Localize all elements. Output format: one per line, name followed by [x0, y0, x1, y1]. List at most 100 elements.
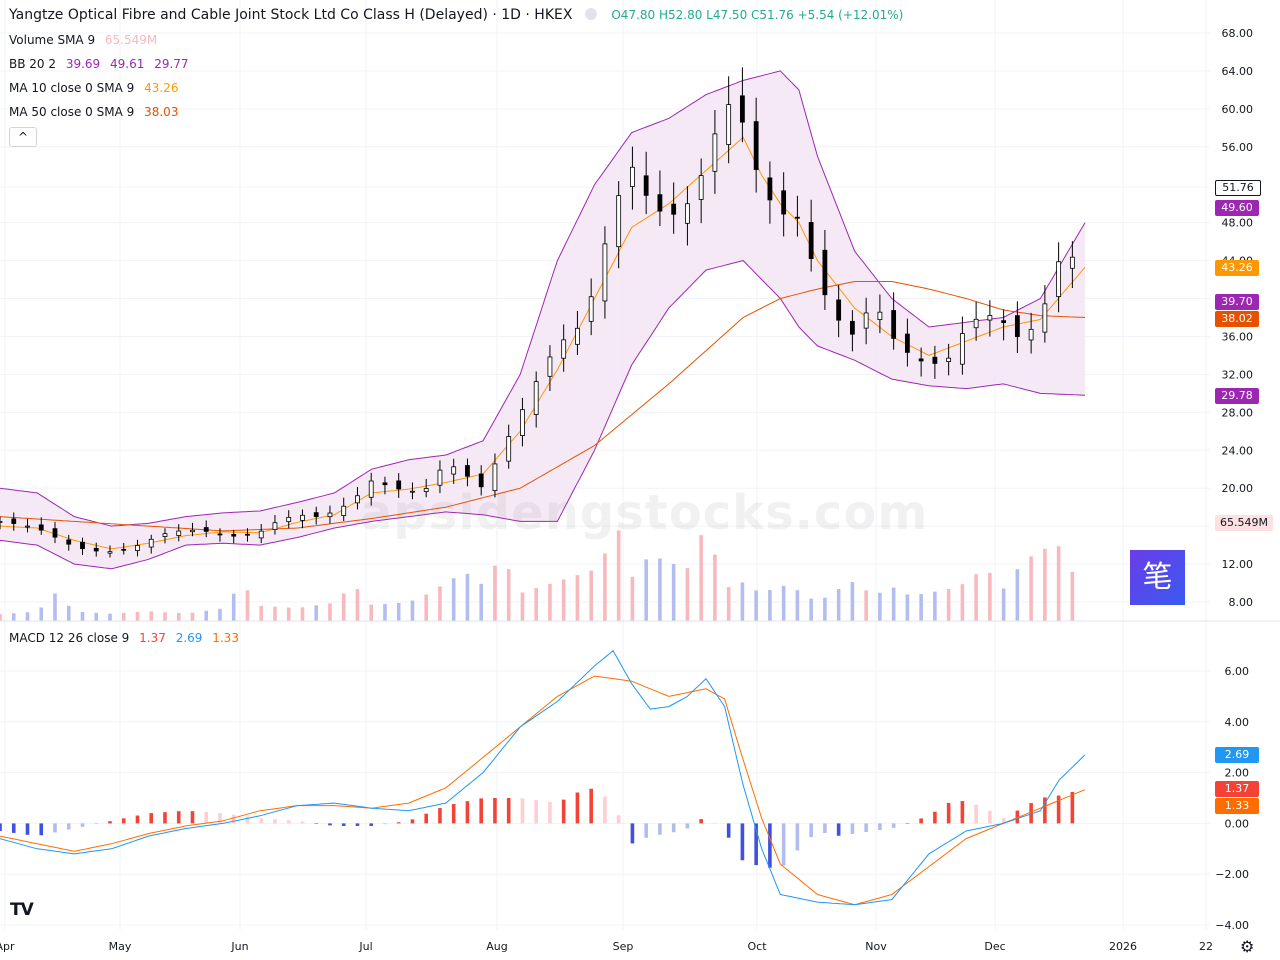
volume-bar	[163, 612, 167, 621]
bollinger-band-area	[0, 70, 1085, 569]
legend-volume[interactable]: Volume SMA 9 65.549M	[9, 33, 163, 47]
legend-macd-line: 2.69	[175, 631, 203, 645]
price-tick-label: 48.00	[1222, 217, 1254, 230]
candle-body	[547, 356, 553, 377]
macd-hist-bar	[506, 798, 511, 824]
candle-body	[11, 518, 17, 524]
legend-ma10-label: MA 10 close 0 SMA 9	[9, 81, 135, 95]
price-tag-bb-upper: 49.60	[1215, 200, 1259, 216]
price-tag-macd-hist: 1.37	[1215, 781, 1259, 797]
candle-body	[52, 528, 58, 538]
candle-body	[451, 466, 457, 475]
price-tag-macd-line: 2.69	[1215, 747, 1259, 763]
macd-hist-bar	[94, 823, 99, 824]
candle-body	[410, 490, 415, 493]
macd-hist-bar	[218, 813, 222, 824]
volume-bar	[960, 584, 965, 621]
bollinger-band-lines	[0, 70, 1086, 570]
price-tag-bb-basis: 39.70	[1215, 294, 1259, 310]
macd-hist-bar	[740, 823, 745, 861]
candle-body	[135, 545, 140, 551]
candle-body	[740, 95, 745, 123]
macd-hist-bar	[396, 822, 401, 824]
legend-ma50[interactable]: MA 50 close 0 SMA 9 38.03	[9, 105, 184, 119]
macd-hist-bar	[438, 808, 442, 824]
volume-bar	[259, 605, 264, 621]
macd-hist-bar	[946, 802, 951, 824]
candle-body	[0, 520, 3, 523]
macd-hist-bar	[836, 823, 841, 836]
legend-bb-upper: 49.61	[110, 57, 145, 71]
bollinger-band-fill	[0, 70, 1085, 569]
bb-upper-line	[0, 70, 1086, 527]
candlesticks	[0, 67, 1075, 558]
macd-hist-bar	[273, 819, 277, 824]
macd-hist-bar	[850, 823, 855, 834]
legend-ma10[interactable]: MA 10 close 0 SMA 9 43.26	[9, 81, 184, 95]
macd-line	[0, 649, 1086, 906]
candle-body	[643, 175, 649, 196]
macd-hist-bar	[231, 814, 236, 824]
legend-bb[interactable]: BB 20 2 39.69 49.61 29.77	[9, 57, 195, 71]
ohlc-readout: O47.80 H52.80 L47.50 C51.76 +5.54 (+12.0…	[611, 8, 904, 22]
candle-body	[630, 166, 635, 187]
x-tick-label: Aug	[486, 940, 507, 953]
macd-hist-bar	[149, 813, 154, 824]
macd-hist-bar	[520, 798, 525, 824]
candle-body	[671, 203, 677, 215]
macd-hist-bar	[864, 823, 868, 832]
collapse-legend-button[interactable]: ^	[9, 127, 37, 147]
macd-hist-bar	[781, 823, 786, 866]
legend-ma50-value: 38.03	[144, 105, 179, 119]
volume-bar	[768, 589, 772, 621]
macd-hist-bar	[245, 816, 250, 824]
candle-body	[753, 121, 759, 170]
volume-bar	[988, 572, 992, 621]
candle-body	[107, 551, 113, 554]
candle-body	[38, 524, 44, 531]
volume-bar	[685, 568, 690, 621]
macd-hist-bar	[190, 811, 195, 824]
candle-body	[66, 539, 72, 545]
volume-bar	[341, 593, 346, 621]
legend-macd[interactable]: MACD 12 26 close 9 1.37 2.69 1.33	[9, 631, 245, 645]
candle-body	[904, 333, 910, 353]
candle-body	[932, 356, 938, 364]
macd-signal-line	[0, 675, 1086, 906]
volume-bars	[0, 530, 1075, 621]
candle-body	[231, 534, 237, 537]
price-tag-macd-signal: 1.33	[1215, 798, 1259, 814]
macd-hist-bar	[823, 823, 827, 834]
chart-title: Yangtze Optical Fibre and Cable Joint St…	[9, 7, 903, 23]
volume-bar	[300, 607, 305, 621]
macd-hist-bar	[548, 802, 552, 824]
candle-body	[258, 530, 264, 539]
symbol-title: Yangtze Optical Fibre and Cable Joint St…	[9, 7, 573, 23]
volume-bar	[1015, 569, 1020, 621]
volume-bar	[506, 569, 511, 621]
candle-body	[313, 512, 319, 517]
candle-body	[1056, 261, 1062, 297]
tradingview-logo[interactable]: TV	[10, 900, 34, 920]
candle-body	[1042, 303, 1048, 333]
macd-hist-bar	[341, 823, 346, 826]
candle-body	[245, 533, 250, 536]
macd-hist-bar	[658, 823, 662, 835]
macd-tick-label: 6.00	[1225, 665, 1250, 678]
gear-icon[interactable]: ⚙	[1240, 937, 1255, 956]
candle-body	[959, 333, 965, 365]
x-tick-label: May	[109, 940, 132, 953]
macd-lines	[0, 649, 1086, 906]
volume-bar	[369, 604, 374, 621]
volume-bar	[465, 573, 470, 621]
volume-bar	[795, 590, 800, 621]
candle-body	[341, 505, 347, 516]
candle-body	[506, 436, 512, 462]
candle-body	[795, 216, 800, 219]
candle-body	[396, 480, 402, 490]
volume-bar	[245, 590, 250, 621]
price-tag-last: 51.76	[1215, 180, 1261, 196]
volume-bar	[1043, 548, 1047, 621]
volume-bar	[94, 612, 99, 621]
